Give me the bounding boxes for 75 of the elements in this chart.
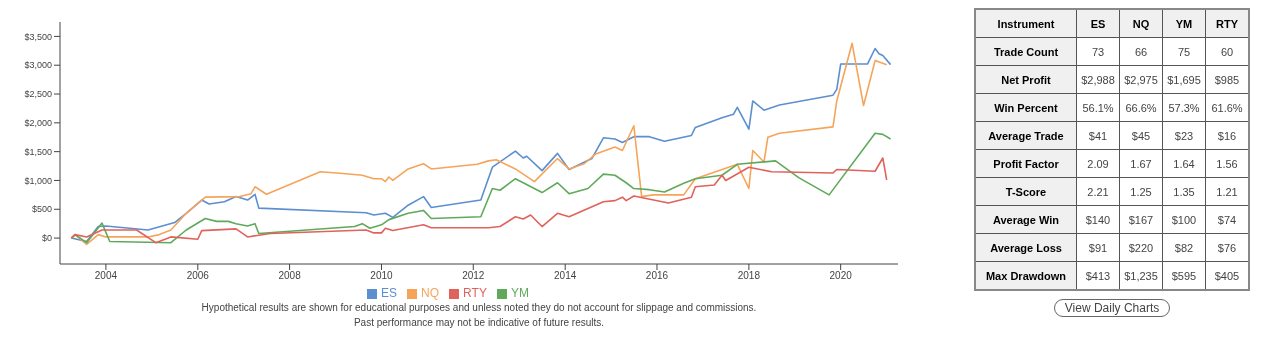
x-tick-label: 2004 (94, 270, 118, 282)
text: 1.35 (1173, 185, 1195, 198)
category-label: Win Percent (994, 101, 1058, 114)
y-tick-label: $500 (31, 204, 52, 215)
text: $1,235 (1124, 269, 1158, 282)
text: 1.21 (1216, 185, 1238, 198)
text: $405 (1214, 269, 1240, 282)
text: 66.6% (1125, 101, 1157, 114)
category-label: Average Win (992, 213, 1060, 226)
text: 73 (1091, 45, 1105, 58)
category-label: Average Trade (988, 129, 1064, 142)
text: 2.09 (1087, 157, 1109, 170)
text: $91 (1088, 241, 1108, 254)
text: $413 (1085, 269, 1111, 282)
text: $1,695 (1167, 73, 1201, 86)
text: $2,975 (1124, 73, 1158, 86)
text: 61.6% (1211, 101, 1243, 114)
text: View Daily Charts (1053, 299, 1171, 317)
text: $41 (1088, 129, 1108, 142)
y-tick-label: $3,000 (24, 60, 52, 71)
x-tick-label: 2012 (462, 270, 485, 282)
text: $45 (1131, 129, 1151, 142)
x-tick-label: 2006 (186, 270, 210, 282)
category-label: ES (1076, 9, 1120, 38)
text: 75 (1177, 45, 1191, 58)
category-label: Net Profit (1001, 73, 1051, 86)
text: $82 (1174, 241, 1194, 254)
y-tick-label: $0 (41, 233, 52, 244)
text: 57.3% (1168, 101, 1200, 114)
x-tick-label: 2010 (370, 270, 394, 282)
text: $985 (1214, 73, 1240, 86)
text: 60 (1220, 45, 1234, 58)
category-label: NQ (1119, 9, 1163, 38)
text: 56.1% (1082, 101, 1114, 114)
text: Hypothetical results are shown for educational purposes and unless noted they do not account for slippage and commissions. (200, 301, 758, 315)
text: 1.67 (1130, 157, 1152, 170)
text: $2,988 (1081, 73, 1115, 86)
legend-label: ES (381, 286, 398, 300)
x-tick-label: 2020 (829, 270, 853, 282)
x-tick-label: 2018 (737, 270, 761, 282)
text: 1.25 (1130, 185, 1152, 198)
category-label: Max Drawdown (985, 269, 1067, 282)
text: $23 (1174, 129, 1194, 142)
text: $100 (1171, 213, 1197, 226)
y-tick-label: $2,000 (24, 118, 52, 129)
category-label: RTY (1205, 9, 1249, 38)
legend-label: RTY (463, 286, 487, 300)
x-tick-label: 2014 (554, 270, 577, 282)
legend-label: NQ (421, 286, 440, 300)
text: $140 (1085, 213, 1111, 226)
category-label: Trade Count (993, 45, 1059, 58)
text: 2.21 (1087, 185, 1109, 198)
legend-label: YM (510, 286, 529, 300)
y-tick-label: $1,000 (24, 175, 52, 186)
category-label: Average Loss (990, 241, 1062, 254)
y-tick-label: $1,500 (24, 146, 52, 157)
text: Past performance may not be indicative of future results. (352, 316, 606, 330)
text: $167 (1128, 213, 1154, 226)
text: $220 (1128, 241, 1154, 254)
category-label: T-Score (1005, 185, 1047, 198)
text: $76 (1217, 241, 1237, 254)
text: 1.64 (1173, 157, 1195, 170)
text: 1.56 (1216, 157, 1238, 170)
category-label: YM (1162, 9, 1206, 38)
y-tick-label: $2,500 (24, 89, 52, 100)
text: $595 (1171, 269, 1197, 282)
text: Instrument (975, 9, 1077, 38)
x-tick-label: 2008 (278, 270, 302, 282)
text: $74 (1217, 213, 1237, 226)
line-series (70, 157, 888, 244)
y-tick-label: $3,500 (24, 31, 52, 42)
text: 66 (1134, 45, 1148, 58)
x-tick-label: 2016 (645, 270, 669, 282)
text: $16 (1217, 129, 1237, 142)
category-label: Profit Factor (993, 157, 1059, 170)
